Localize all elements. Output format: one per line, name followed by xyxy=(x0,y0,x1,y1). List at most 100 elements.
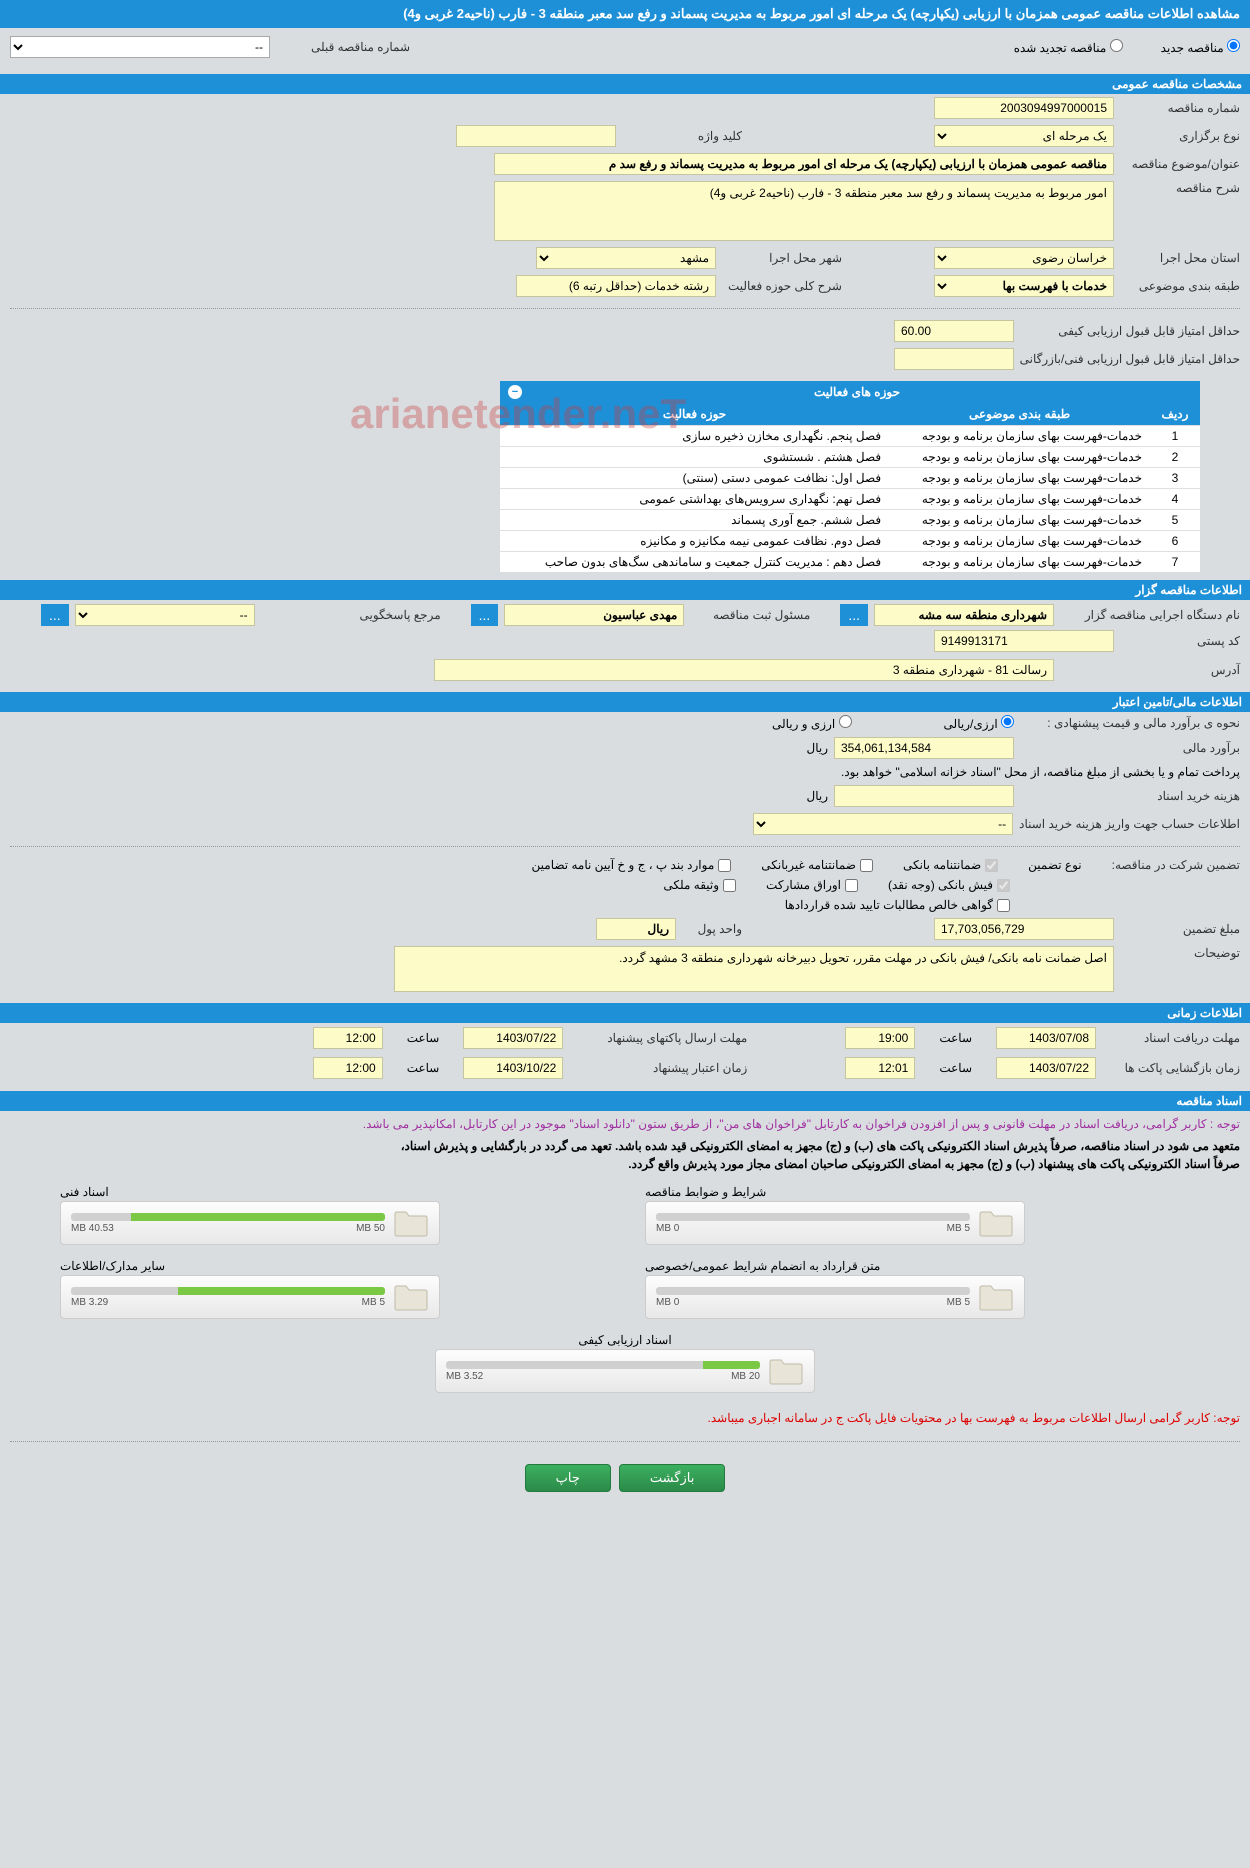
keyword-input[interactable] xyxy=(456,125,616,147)
table-row: 4خدمات-فهرست بهای سازمان برنامه و بودجهف… xyxy=(500,489,1200,510)
note-black1: متعهد می شود در اسناد مناقصه، صرفاً پذیر… xyxy=(0,1137,1250,1155)
ref-select[interactable]: -- xyxy=(75,604,255,626)
chk-prop[interactable]: وثیقه ملکی xyxy=(663,878,736,892)
valid-date[interactable] xyxy=(463,1057,563,1079)
col-cat: طبقه بندی موضوعی xyxy=(889,403,1150,426)
addr-label: آدرس xyxy=(1060,663,1240,677)
tender-number-input[interactable] xyxy=(934,97,1114,119)
category-select[interactable]: خدمات با فهرست بها xyxy=(934,275,1114,297)
print-button[interactable]: چاپ xyxy=(525,1464,611,1492)
min-quality-input[interactable] xyxy=(894,320,1014,342)
receive-label: مهلت دریافت اسناد xyxy=(1120,1031,1240,1045)
doc-item[interactable]: متن قرارداد به انضمام شرایط عمومی/خصوصی … xyxy=(645,1257,1190,1319)
table-row: 1خدمات-فهرست بهای سازمان برنامه و بودجهف… xyxy=(500,426,1200,447)
org-input[interactable] xyxy=(874,604,1054,626)
subject-input[interactable] xyxy=(494,153,1114,175)
note-red: توجه: کاربر گرامی ارسال اطلاعات مربوط به… xyxy=(0,1403,1250,1433)
back-button[interactable]: بازگشت xyxy=(619,1464,725,1492)
rial-unit2: ریال xyxy=(806,789,828,803)
notes-label: توضیحات xyxy=(1120,946,1240,960)
hold-type-label: نوع برگزاری xyxy=(1120,129,1240,143)
radio-renewed[interactable]: مناقصه تجدید شده xyxy=(1014,39,1123,55)
province-select[interactable]: خراسان رضوی xyxy=(934,247,1114,269)
postal-label: کد پستی xyxy=(1120,634,1240,648)
section-finance: اطلاعات مالی/تامین اعتبار xyxy=(0,692,1250,712)
radio-new[interactable]: مناقصه جدید xyxy=(1161,39,1240,55)
reg-input[interactable] xyxy=(504,604,684,626)
hour-label2: ساعت xyxy=(407,1031,440,1045)
section-general: مشخصات مناقصه عمومی xyxy=(0,74,1250,94)
estimate-input[interactable] xyxy=(834,737,1014,759)
send-hour[interactable] xyxy=(313,1027,383,1049)
doc-item[interactable]: اسناد ارزیابی کیفی 20 MB3.52 MB xyxy=(60,1331,1190,1393)
col-row: ردیف xyxy=(1150,403,1200,426)
unit-label: واحد پول xyxy=(682,922,742,936)
province-label: استان محل اجرا xyxy=(1120,251,1240,265)
receive-date[interactable] xyxy=(996,1027,1096,1049)
chk-bank[interactable]: ضمانتنامه بانکی xyxy=(903,858,998,872)
min-tech-input[interactable] xyxy=(894,348,1014,370)
desc-label: شرح مناقصه xyxy=(1120,181,1240,195)
notes-textarea[interactable] xyxy=(394,946,1114,992)
section-docs: اسناد مناقصه xyxy=(0,1091,1250,1111)
tender-number-label: شماره مناقصه xyxy=(1120,101,1240,115)
reg-more-button[interactable]: ... xyxy=(471,604,499,626)
radio-arz[interactable]: ارزی و ریالی xyxy=(772,715,852,731)
amount-input[interactable] xyxy=(934,918,1114,940)
chk-confirmed[interactable]: گواهی خالص مطالبات تایید شده قراردادها xyxy=(785,898,1010,912)
keyword-label: کلید واژه xyxy=(622,129,742,143)
doc-item[interactable]: اسناد فنی 50 MB40.53 MB xyxy=(60,1183,605,1245)
field-input[interactable] xyxy=(516,275,716,297)
hour-label3: ساعت xyxy=(939,1061,972,1075)
table-row: 7خدمات-فهرست بهای سازمان برنامه و بودجهف… xyxy=(500,552,1200,573)
hold-type-select[interactable]: یک مرحله ای xyxy=(934,125,1114,147)
org-more-button[interactable]: ... xyxy=(840,604,868,626)
rial-unit: ریال xyxy=(806,741,828,755)
city-label: شهر محل اجرا xyxy=(722,251,842,265)
table-row: 3خدمات-فهرست بهای سازمان برنامه و بودجهف… xyxy=(500,468,1200,489)
city-select[interactable]: مشهد xyxy=(536,247,716,269)
folder-icon xyxy=(768,1356,804,1386)
addr-input[interactable] xyxy=(434,659,1054,681)
send-label: مهلت ارسال پاکتهای پیشنهاد xyxy=(587,1031,747,1045)
chk-cases[interactable]: موارد بند پ ، ج و خ آیین نامه تضامین xyxy=(532,858,732,872)
activity-table: حوزه های فعالیت− ردیف طبقه بندی موضوعی ح… xyxy=(500,381,1200,572)
valid-hour[interactable] xyxy=(313,1057,383,1079)
doc-item[interactable]: سایر مدارک/اطلاعات 5 MB3.29 MB xyxy=(60,1257,605,1319)
ref-more-button[interactable]: ... xyxy=(41,604,69,626)
open-date[interactable] xyxy=(996,1057,1096,1079)
field-label: شرح کلی حوزه فعالیت xyxy=(722,279,842,293)
prev-tender-select[interactable]: -- xyxy=(10,36,270,58)
hour-label4: ساعت xyxy=(407,1061,440,1075)
estimate-label: برآورد مالی xyxy=(1020,741,1240,755)
guarantee-label: تضمین شرکت در مناقصه: xyxy=(1112,858,1240,872)
receive-hour[interactable] xyxy=(845,1027,915,1049)
unit-input[interactable] xyxy=(596,918,676,940)
table-row: 2خدمات-فهرست بهای سازمان برنامه و بودجهف… xyxy=(500,447,1200,468)
doc-label: اسناد فنی xyxy=(60,1183,109,1201)
account-select[interactable]: -- xyxy=(753,813,1013,835)
doc-label: متن قرارداد به انضمام شرایط عمومی/خصوصی xyxy=(645,1257,880,1275)
doc-item[interactable]: شرایط و ضوابط مناقصه 5 MB0 MB xyxy=(645,1183,1190,1245)
folder-icon xyxy=(978,1282,1014,1312)
section-time: اطلاعات زمانی xyxy=(0,1003,1250,1023)
doc-label: اسناد ارزیابی کیفی xyxy=(578,1331,671,1349)
desc-textarea[interactable] xyxy=(494,181,1114,241)
chk-cash[interactable]: فیش بانکی (وجه نقد) xyxy=(888,878,1010,892)
chk-nonbank[interactable]: ضمانتنامه غیربانکی xyxy=(761,858,873,872)
table-row: 6خدمات-فهرست بهای سازمان برنامه و بودجهف… xyxy=(500,531,1200,552)
method-label: نحوه ی برآورد مالی و قیمت پیشنهادی : xyxy=(1020,716,1240,730)
postal-input[interactable] xyxy=(934,630,1114,652)
collapse-icon[interactable]: − xyxy=(508,385,522,399)
send-date[interactable] xyxy=(463,1027,563,1049)
account-label: اطلاعات حساب جهت واریز هزینه خرید اسناد xyxy=(1019,817,1240,831)
section-owner: اطلاعات مناقصه گزار xyxy=(0,580,1250,600)
chk-shares[interactable]: اوراق مشارکت xyxy=(766,878,858,892)
min-tech-label: حداقل امتیاز قابل قبول ارزیابی فنی/بازرگ… xyxy=(1020,352,1240,366)
doc-cost-input[interactable] xyxy=(834,785,1014,807)
radio-rial[interactable]: ارزی/ریالی xyxy=(944,715,1014,731)
folder-icon xyxy=(393,1208,429,1238)
open-hour[interactable] xyxy=(845,1057,915,1079)
open-label: زمان بازگشایی پاکت ها xyxy=(1120,1061,1240,1075)
doc-label: سایر مدارک/اطلاعات xyxy=(60,1257,165,1275)
